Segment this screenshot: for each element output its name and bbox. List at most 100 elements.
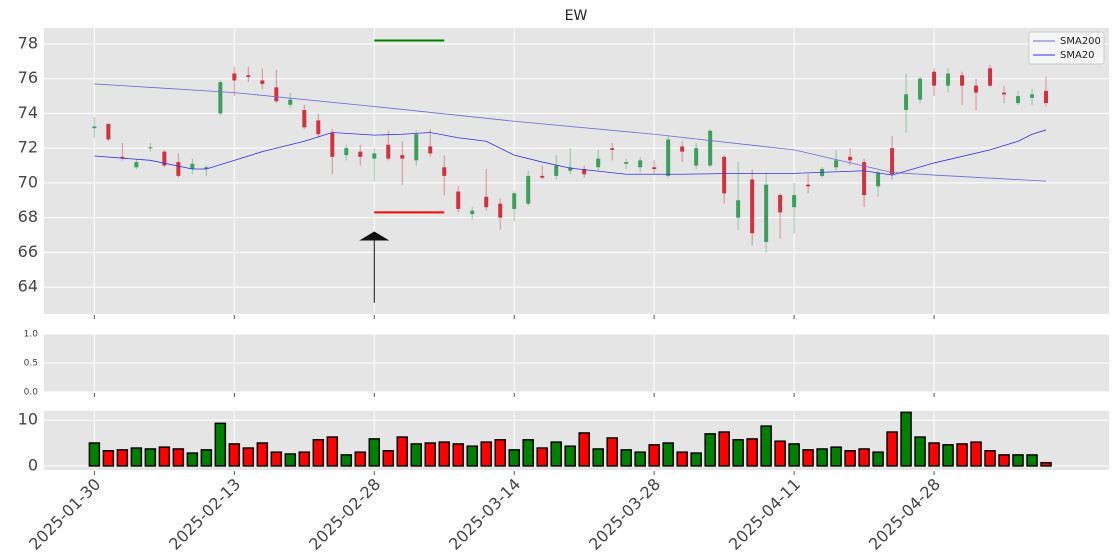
legend-label: SMA200 [1060, 36, 1101, 47]
volume-bar [564, 445, 576, 467]
candle-body [484, 196, 489, 208]
candle-body [386, 144, 391, 159]
volume-bar [102, 450, 115, 467]
volume-bar [186, 452, 199, 467]
candle-body [764, 184, 769, 242]
candle-body [148, 147, 153, 149]
y-tick-label: 74 [18, 103, 38, 122]
candle-body [638, 160, 643, 168]
candle-body [834, 160, 839, 168]
candle-body [624, 162, 629, 164]
volume-bar [760, 425, 772, 467]
candle-body [890, 148, 895, 175]
x-tick-label: 2025-02-28 [305, 475, 384, 554]
volume-bar [732, 439, 744, 467]
volume-bar [718, 431, 730, 467]
candle-body [708, 130, 713, 166]
candle-body [1016, 96, 1021, 104]
candle-body [946, 73, 951, 86]
volume-bar [690, 452, 702, 467]
candle-body [554, 165, 559, 176]
candle-body [428, 146, 433, 154]
volume-bar [452, 443, 464, 467]
volume-bar [466, 445, 478, 467]
y-tick-label: 0.5 [24, 359, 38, 369]
candle-body [288, 99, 293, 105]
volume-bar [1026, 454, 1038, 467]
volume-bar [284, 453, 297, 467]
candle-body [400, 155, 405, 159]
candle-body [680, 146, 685, 152]
volume-bar [228, 443, 241, 467]
candle-body [414, 134, 419, 161]
candle-body [260, 80, 265, 84]
volume-bar [970, 441, 982, 467]
volume-bar [634, 451, 646, 467]
candle-body [246, 75, 251, 77]
volume-bar [158, 446, 171, 467]
volume-bar [214, 422, 227, 467]
candle-body [666, 139, 671, 176]
x-tick-label: 2025-03-28 [585, 475, 664, 554]
y-tick-label: 66 [18, 242, 38, 261]
x-tick-label: 2025-01-30 [25, 475, 104, 554]
volume-bar [410, 443, 423, 467]
candle-body [778, 195, 783, 213]
volume-bar [886, 431, 898, 467]
volume-bar [956, 443, 968, 467]
volume-bar [536, 447, 548, 467]
candle-body [736, 200, 741, 218]
y-tick-label: 0 [28, 455, 38, 474]
candle-body [344, 148, 349, 156]
volume-bar [116, 449, 129, 467]
candle-body [582, 169, 587, 175]
volume-bar [550, 441, 562, 467]
candle-body [652, 167, 657, 170]
volume-bar [340, 454, 353, 467]
candle-body [106, 123, 111, 140]
sma-line [94, 129, 1047, 176]
volume-bar [606, 437, 618, 467]
x-tick-label: 2025-03-14 [445, 475, 524, 554]
candle-body [498, 203, 503, 218]
volume-bar [368, 438, 381, 467]
volume-bar [676, 451, 688, 467]
volume-bar [816, 448, 828, 467]
volume-bar [872, 451, 884, 467]
volume-bar [130, 447, 143, 467]
volume-bar [984, 450, 996, 467]
y-tick-label: 78 [18, 33, 38, 52]
volume-bar [830, 446, 842, 467]
candle-body [904, 94, 909, 110]
chart-title: EW [565, 8, 588, 24]
candle-body [722, 156, 727, 194]
volume-bar [144, 448, 157, 467]
candle-body [372, 153, 377, 159]
candle-body [1002, 92, 1007, 95]
volume-bar [298, 451, 311, 467]
volume-bar [648, 444, 660, 467]
volume-bar [354, 451, 367, 467]
y-tick-label: 76 [18, 68, 38, 87]
candle-body [274, 87, 279, 102]
candle-body [92, 126, 97, 129]
candle-body [540, 175, 545, 178]
volume-bar [844, 450, 856, 467]
candle-body [568, 167, 573, 171]
candle-body [456, 191, 461, 209]
volume-bar [704, 433, 716, 467]
volume-bar [900, 411, 912, 467]
candle-body [848, 156, 853, 161]
candle-body [218, 82, 223, 114]
volume-bar [620, 449, 632, 467]
y-tick-label: 64 [18, 277, 38, 296]
candle-body [876, 172, 881, 187]
legend-label: SMA20 [1060, 50, 1095, 61]
y-tick-label: 10 [18, 410, 38, 429]
candle-body [442, 167, 447, 176]
volume-bar [788, 443, 800, 467]
volume-bar [172, 448, 185, 467]
candle-body [918, 78, 923, 100]
candle-body [134, 162, 139, 168]
